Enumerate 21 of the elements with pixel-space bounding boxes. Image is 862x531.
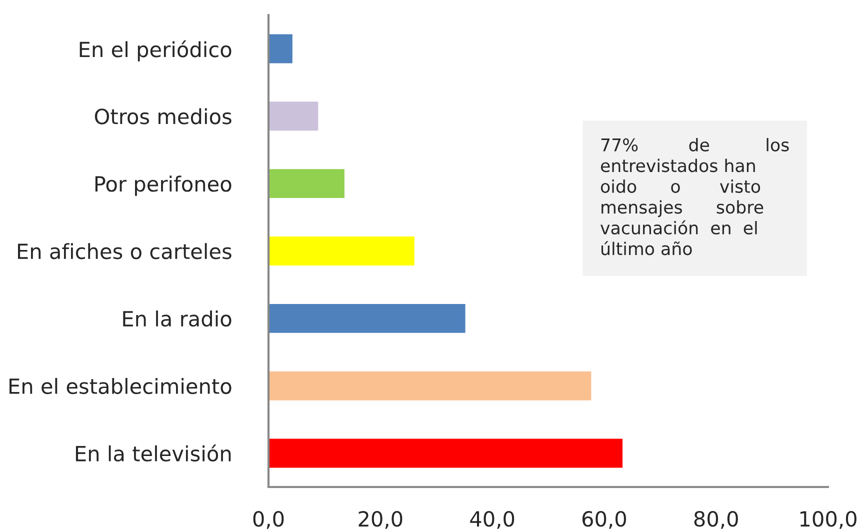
y-tick-label: En el periódico [80, 40, 232, 62]
x-tick-label: 100,0 [800, 510, 856, 529]
x-tick-label: 0,0 [253, 510, 284, 529]
y-tick-label: Otros medios [94, 108, 232, 124]
x-tick-label: 40,0 [470, 510, 514, 529]
x-tick-label: 80,0 [694, 510, 738, 529]
y-tick-label: En la televisión [76, 444, 231, 462]
y-tick-label: En el establecimiento [10, 378, 232, 394]
annotation: 77% de los entrevistados han oido o visto mensajes sobre vacunación en el último año [600, 138, 789, 256]
y-tick-label: En la radio [123, 310, 232, 327]
bar [268, 235, 416, 267]
x-tick-label: 60,0 [582, 510, 626, 529]
bar [268, 370, 593, 402]
bar [268, 168, 346, 200]
y-tick-label: Por perifoneo [95, 176, 232, 196]
bar [268, 32, 294, 65]
bar [268, 437, 624, 470]
bar [268, 302, 467, 334]
bar [268, 100, 320, 132]
x-tick-label: 20,0 [358, 510, 402, 529]
y-tick-label: En afiches o carteles [18, 243, 232, 260]
